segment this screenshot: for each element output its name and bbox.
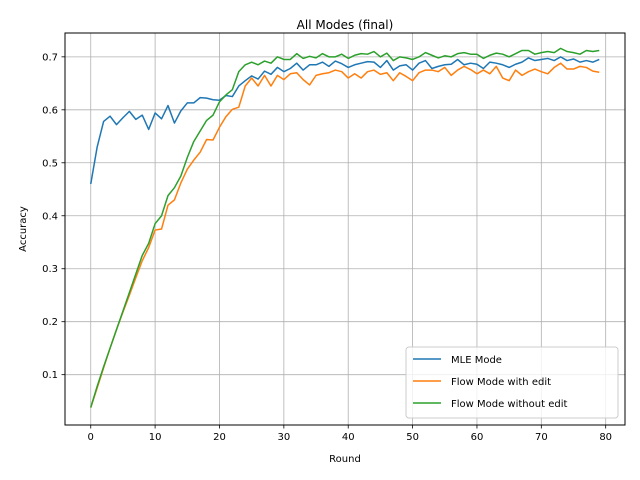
series-line-1: [90, 62, 600, 408]
series-line-2: [90, 47, 600, 408]
x-tick-label: 10: [149, 432, 162, 443]
series-lines: [90, 47, 600, 408]
y-tick-label: 0.2: [42, 317, 58, 328]
legend-label: MLE Mode: [451, 355, 502, 366]
x-tick-label: 80: [599, 432, 612, 443]
x-tick-label: 30: [277, 432, 290, 443]
x-axis-title: Round: [329, 454, 361, 465]
legend-box: [405, 346, 619, 419]
legend-label: Flow Mode without edit: [451, 399, 567, 410]
x-tick-label: 20: [213, 432, 226, 443]
grid-lines: [65, 33, 625, 425]
x-tick-label: 50: [406, 432, 419, 443]
y-tick-label: 0.1: [42, 370, 58, 381]
x-tick-label: 70: [535, 432, 548, 443]
chart-title: All Modes (final): [297, 18, 394, 32]
legend-label: Flow Mode with edit: [451, 377, 551, 388]
legend: MLE Mode Flow Mode with edit Flow Mode wit…: [405, 346, 619, 419]
x-tick-label: 0: [88, 432, 94, 443]
y-axis-ticks: 0.1 0.2 0.3 0.4 0.5 0.6 0.7: [42, 52, 65, 381]
y-tick-label: 0.5: [42, 158, 58, 169]
y-axis-title: Accuracy: [18, 206, 29, 252]
x-axis-ticks: 0 10 20 30 40 50 60 70 80: [88, 425, 612, 443]
y-tick-label: 0.6: [42, 105, 58, 116]
x-tick-label: 40: [342, 432, 355, 443]
y-tick-label: 0.3: [42, 264, 58, 275]
x-tick-label: 60: [471, 432, 484, 443]
series-line-0: [90, 56, 600, 185]
y-tick-label: 0.4: [42, 211, 58, 222]
plot-frame: [64, 32, 626, 426]
y-tick-label: 0.7: [42, 52, 58, 63]
